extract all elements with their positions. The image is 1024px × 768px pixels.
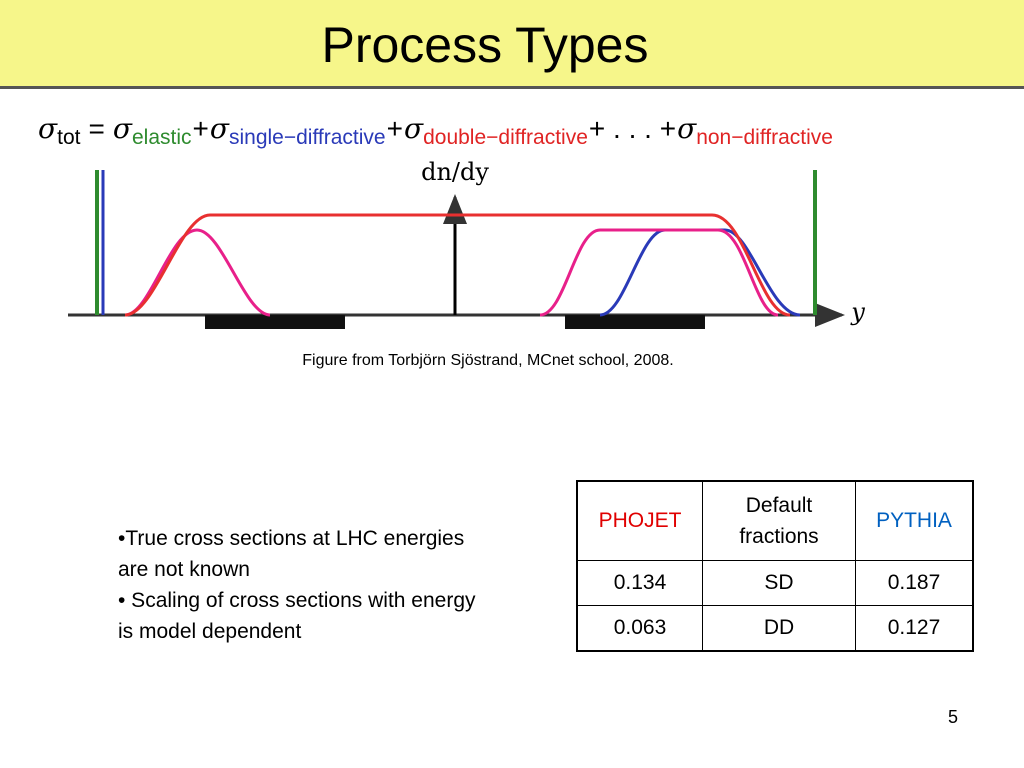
- bullet: • Scaling of cross sections with energy …: [118, 589, 476, 643]
- table-row: 0.134 SD 0.187: [576, 560, 974, 606]
- rapidity-gap: [205, 315, 345, 329]
- page-number: 5: [948, 707, 959, 727]
- nd-curve: [124, 213, 791, 317]
- sigma: σ: [38, 112, 58, 145]
- cell: SD: [702, 560, 856, 606]
- subscript: single−diffractive: [228, 126, 386, 149]
- figure: dn/dy y: [68, 158, 865, 329]
- subscript: tot: [57, 126, 81, 149]
- operator: + . . . +: [588, 113, 677, 144]
- subscript: double−diffractive: [423, 126, 588, 149]
- caption: Figure from Torbjörn Sjöstrand, MCnet sc…: [302, 352, 674, 369]
- cell: 0.134: [576, 560, 703, 606]
- dd-curve: [124, 228, 271, 317]
- header-cell: Default fractions: [702, 480, 856, 561]
- cell: 0.127: [855, 605, 974, 652]
- cell: 0.063: [576, 605, 703, 652]
- operator: +: [386, 113, 403, 144]
- subscript: elastic: [131, 126, 192, 149]
- title-band: [0, 0, 1024, 89]
- cell: 0.187: [855, 560, 974, 606]
- table-row: 0.063 DD 0.127: [576, 605, 974, 652]
- bullet-list: •True cross sections at LHC energies are…: [118, 523, 488, 647]
- sigma: σ: [403, 112, 424, 145]
- sigma: σ: [112, 112, 132, 145]
- header-cell: PYTHIA: [855, 480, 974, 561]
- equation: σtot = σelastic+σsingle−diffractive+σdoubl…: [38, 112, 833, 149]
- table: PHOJET Default fractions PYTHIA 0.134 SD 0.18…: [576, 480, 974, 652]
- operator: +: [192, 113, 209, 144]
- table-header: PHOJET Default fractions PYTHIA: [576, 480, 974, 561]
- equals: =: [88, 113, 105, 144]
- x-axis-label: y: [850, 298, 865, 326]
- header-cell: PHOJET: [576, 480, 703, 561]
- bullet: •True cross sections at LHC energies are…: [118, 527, 465, 581]
- cell: DD: [702, 605, 856, 652]
- sigma: σ: [209, 112, 229, 145]
- y-axis-label: dn/dy: [421, 158, 489, 186]
- rapidity-gap: [565, 315, 705, 329]
- sigma: σ: [677, 112, 697, 145]
- dd-curve: [539, 228, 779, 317]
- subscript: non−diffractive: [696, 126, 833, 149]
- slide-title: Process Types: [321, 17, 649, 73]
